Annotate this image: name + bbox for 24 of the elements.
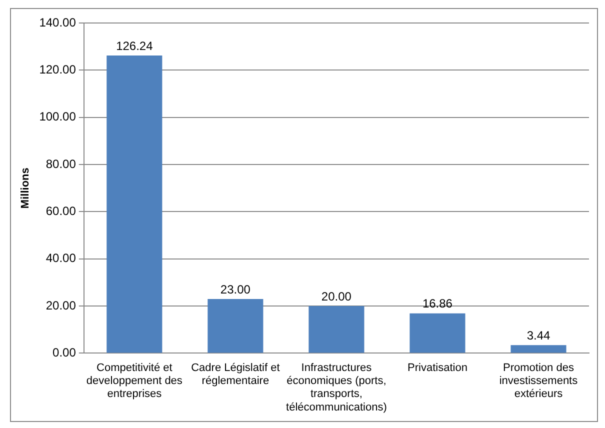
bar xyxy=(308,306,364,353)
x-tick-label: Privatisation xyxy=(408,362,468,374)
y-tick-label: 0.00 xyxy=(52,346,76,360)
y-tick-label: 120.00 xyxy=(39,62,76,76)
data-label: 20.00 xyxy=(321,289,352,304)
y-tick-label: 80.00 xyxy=(46,156,76,171)
y-tick-label: 40.00 xyxy=(46,251,76,266)
y-tick-label: 20.00 xyxy=(46,298,76,312)
y-tick-label: 140.00 xyxy=(39,15,76,30)
y-tick-label: 100.00 xyxy=(39,110,76,124)
x-tick-label: Infrastructures économiques (ports, transports, télécommunications) xyxy=(286,362,387,414)
x-tick-label: Promotion des investissements extérieurs xyxy=(499,362,578,400)
bar xyxy=(410,313,466,353)
bar xyxy=(510,345,566,353)
bar xyxy=(208,298,264,353)
data-label: 126.24 xyxy=(116,38,154,53)
x-tick-label: Competitivité et developpement des entreprises xyxy=(86,362,183,400)
x-tick-label: Cadre Législatif et réglementaire xyxy=(191,362,280,388)
data-label: 16.86 xyxy=(422,296,453,311)
y-tick-label: 60.00 xyxy=(46,204,76,218)
data-label: 23.00 xyxy=(220,282,251,296)
bar xyxy=(106,55,162,353)
data-label: 3.44 xyxy=(526,328,550,342)
y-axis-title: Millions xyxy=(20,168,32,209)
